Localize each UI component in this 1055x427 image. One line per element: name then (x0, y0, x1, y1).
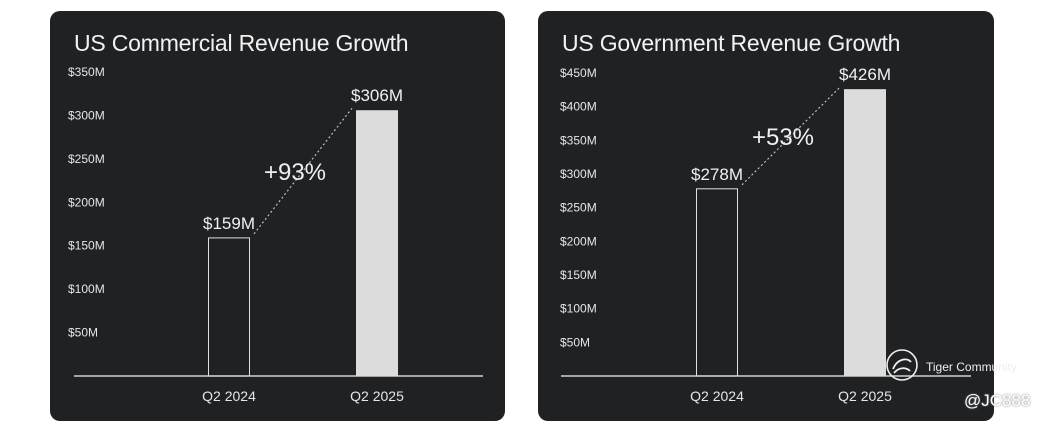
commercial-chart-plot: $50M $100M $150M $200M $250M $300M $350M $159M Q… (68, 65, 483, 404)
commercial-data-label-2: $306M (351, 86, 403, 105)
commercial-ytick-label: $250M (68, 152, 105, 166)
commercial-category-label-2: Q2 2025 (350, 388, 404, 404)
tiger-community-logo-icon (886, 349, 918, 381)
commercial-growth-label: +93% (264, 159, 326, 186)
government-ytick-label: $200M (560, 234, 597, 248)
government-data-label-2: $426M (839, 65, 891, 84)
commercial-ytick-label: $200M (68, 195, 105, 209)
chart-title-commercial: US Commercial Revenue Growth (74, 30, 409, 56)
government-ytick-label: $50M (560, 335, 590, 349)
government-category-label-1: Q2 2024 (690, 388, 744, 404)
government-ytick-label: $300M (560, 167, 597, 181)
government-category-label-2: Q2 2025 (838, 388, 892, 404)
government-growth-label: +53% (752, 124, 814, 151)
commercial-category-label-1: Q2 2024 (202, 388, 256, 404)
commercial-ytick-label: $100M (68, 282, 105, 296)
commercial-ytick-label: $50M (68, 326, 98, 340)
government-growth-connector (741, 86, 841, 186)
commercial-bar-1 (208, 237, 250, 377)
government-bar-2 (844, 89, 886, 376)
government-ytick-label: $250M (560, 201, 597, 215)
commercial-data-label-1: $159M (203, 214, 255, 233)
government-ytick-label: $350M (560, 133, 597, 147)
tiger-community-watermark: Tiger Community @JC888 (884, 347, 1054, 417)
watermark-handle: @JC888 (964, 391, 1031, 410)
commercial-ytick-label: $300M (68, 108, 105, 122)
commercial-ytick-label: $150M (68, 239, 105, 253)
watermark-brand: Tiger Community (926, 360, 1017, 374)
government-ytick-label: $450M (560, 66, 597, 80)
government-bar-1 (696, 188, 738, 377)
chart-title-government: US Government Revenue Growth (562, 30, 901, 56)
government-ytick-label: $150M (560, 268, 597, 282)
government-data-label-1: $278M (691, 165, 743, 184)
government-ytick-label: $400M (560, 100, 597, 114)
commercial-ytick-label: $350M (68, 65, 105, 79)
government-ytick-label: $100M (560, 302, 597, 316)
commercial-revenue-chart: US Commercial Revenue Growth $50M $100M $1… (50, 11, 505, 421)
commercial-bar-2 (356, 110, 398, 377)
government-chart-plot: $50M $100M $150M $200M $250M $300M $350M $400M $… (560, 65, 971, 404)
government-revenue-chart: US Government Revenue Growth $50M $100M $1… (538, 11, 994, 421)
